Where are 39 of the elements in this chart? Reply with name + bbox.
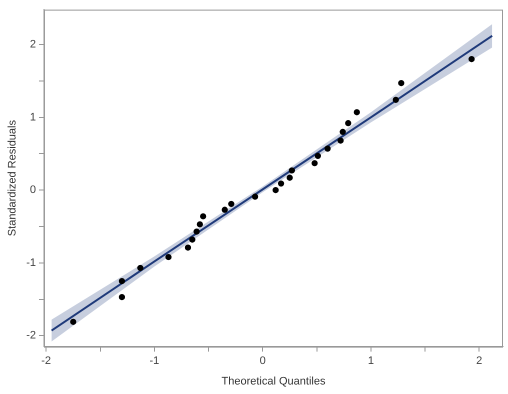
x-tick-label: 2: [476, 355, 482, 368]
y-tick-label: -1: [26, 256, 36, 269]
x-tick-label: 0: [260, 355, 266, 368]
point: [312, 160, 318, 166]
point: [468, 56, 475, 62]
x-tick-label: -1: [150, 355, 160, 368]
y-axis-title: Standardized Residuals: [6, 120, 19, 236]
point: [70, 318, 76, 325]
point: [137, 264, 144, 272]
point: [345, 120, 352, 126]
point: [189, 236, 196, 243]
point: [118, 278, 126, 284]
point: [340, 128, 346, 135]
point: [354, 109, 360, 116]
point: [196, 221, 203, 228]
point: [324, 146, 331, 152]
point: [392, 96, 399, 103]
x-tick-label: -2: [41, 355, 52, 368]
y-tick-label: 0: [30, 184, 36, 196]
point: [184, 244, 192, 251]
x-tick-label: 1: [368, 355, 374, 368]
point: [222, 206, 228, 213]
point: [252, 194, 258, 200]
y-tick-label: -2: [26, 330, 36, 342]
point: [200, 213, 206, 220]
point: [278, 180, 284, 187]
point: [228, 200, 234, 208]
x-axis-title: Theoretical Quantiles: [222, 375, 326, 388]
y-tick-label: 2: [30, 38, 36, 51]
point: [118, 294, 126, 300]
point: [314, 152, 321, 159]
point: [165, 254, 172, 260]
point: [272, 187, 279, 194]
point: [194, 228, 200, 235]
point: [398, 80, 404, 86]
point: [286, 174, 293, 181]
point: [338, 138, 344, 144]
point: [288, 167, 295, 174]
y-tick-label: 1: [30, 111, 36, 124]
